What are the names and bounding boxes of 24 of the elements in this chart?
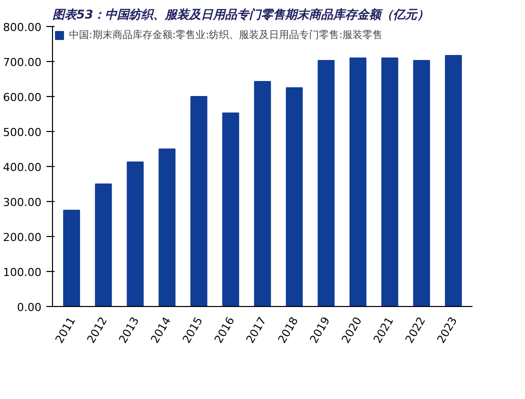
y-tick-label: 100.00 — [3, 266, 42, 279]
y-tick-label: 700.00 — [3, 56, 42, 69]
bar — [190, 96, 208, 306]
y-tick-label: 800.00 — [3, 21, 42, 34]
bar — [222, 112, 240, 306]
y-tick-label: 400.00 — [3, 161, 42, 174]
bar — [254, 80, 271, 306]
chart-title: 图表53：中国纺织、服装及日用品专门零售期末商品库存金额（亿元） — [52, 8, 430, 22]
y-tick-label: 500.00 — [3, 126, 42, 139]
bar — [126, 161, 144, 306]
y-tick-label: 200.00 — [3, 231, 42, 244]
bar — [444, 55, 462, 306]
bar — [286, 87, 303, 306]
bar — [318, 60, 335, 306]
y-tick-label: 600.00 — [3, 91, 42, 104]
bar — [381, 58, 398, 306]
y-tick-label: 0.00 — [17, 301, 42, 314]
y-tick-label: 300.00 — [3, 196, 42, 209]
bar — [94, 184, 112, 306]
bar — [63, 210, 80, 306]
bar — [350, 58, 366, 306]
bar — [413, 60, 430, 306]
bar — [158, 148, 176, 306]
legend-label: 中国:期末商品库存金额:零售业:纺织、服装及日用品专门零售:服装零售 — [69, 28, 382, 42]
